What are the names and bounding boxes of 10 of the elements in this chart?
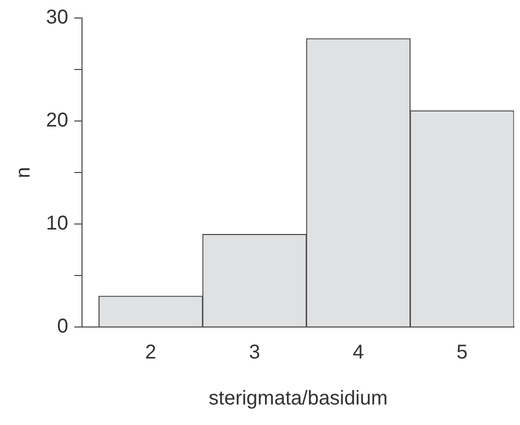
x-tick-label: 5 bbox=[456, 342, 468, 364]
x-axis-title: sterigmata/basidium bbox=[208, 388, 388, 410]
y-tick-label: 0 bbox=[57, 316, 68, 338]
y-tick-label: 10 bbox=[46, 212, 68, 235]
x-tick-label: 2 bbox=[145, 342, 156, 364]
y-axis-title: n bbox=[12, 166, 35, 178]
y-tick-label: 20 bbox=[46, 110, 68, 132]
y-tick-label: 30 bbox=[46, 6, 68, 29]
x-tick-label: 3 bbox=[248, 342, 260, 364]
x-tick-label: 4 bbox=[352, 342, 364, 364]
